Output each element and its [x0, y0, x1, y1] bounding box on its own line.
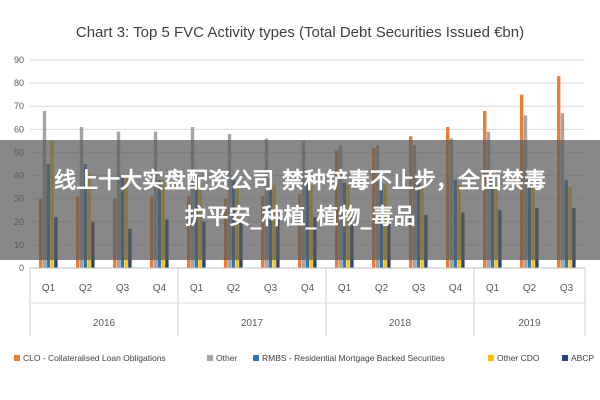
group-label: 2016 [93, 318, 116, 329]
y-tick-label: 60 [14, 124, 24, 134]
y-tick-label: 0 [19, 263, 24, 273]
x-tick-label: Q2 [375, 283, 389, 294]
y-tick-label: 90 [14, 55, 24, 65]
legend-swatch [562, 355, 568, 361]
legend-label: Other [216, 353, 237, 363]
y-tick-label: 70 [14, 101, 24, 111]
overlay-line-1: 线上十大实盘配资公司 禁种铲毒不止步，全面禁毒 [54, 169, 546, 194]
x-tick-label: Q3 [560, 283, 574, 294]
x-tick-label: Q2 [523, 283, 537, 294]
x-tick-label: Q3 [116, 283, 130, 294]
chart-title: Chart 3: Top 5 FVC Activity types (Total… [76, 24, 524, 41]
legend-label: ABCP [571, 353, 594, 363]
legend-label: RMBS - Residential Mortgage Backed Secur… [262, 353, 445, 363]
overlay-banner: 线上十大实盘配资公司 禁种铲毒不止步，全面禁毒 护平安_种植_植物_毒品 [0, 140, 600, 260]
x-tick-label: Q1 [486, 283, 500, 294]
x-tick-label: Q4 [153, 283, 167, 294]
legend-swatch [207, 355, 213, 361]
x-tick-label: Q1 [338, 283, 352, 294]
x-tick-label: Q1 [42, 283, 56, 294]
legend-swatch [253, 355, 259, 361]
x-axis: Q1 Q2 Q3 Q4 Q1 Q2 Q3 Q4 Q1 Q2 Q3 Q4 Q1 Q2 Q3 2016 2017 20… [29, 267, 586, 336]
y-tick-label: 80 [14, 78, 24, 88]
x-tick-label: Q3 [264, 283, 278, 294]
x-tick-label: Q4 [449, 283, 463, 294]
x-tick-label: Q2 [79, 283, 93, 294]
group-label: 2018 [389, 318, 412, 329]
group-label: 2017 [241, 318, 264, 329]
x-tick-label: Q2 [227, 283, 241, 294]
legend: CLO - Collateralised Loan Obligations Oth… [14, 353, 594, 363]
legend-swatch [488, 355, 494, 361]
x-tick-label: Q3 [412, 283, 426, 294]
legend-label: CLO - Collateralised Loan Obligations [23, 353, 166, 363]
group-label: 2019 [518, 318, 541, 329]
x-tick-label: Q4 [301, 283, 315, 294]
x-tick-label: Q1 [190, 283, 204, 294]
legend-label: Other CDO [497, 353, 540, 363]
legend-swatch [14, 355, 20, 361]
overlay-line-2: 护平安_种植_植物_毒品 [184, 205, 416, 230]
